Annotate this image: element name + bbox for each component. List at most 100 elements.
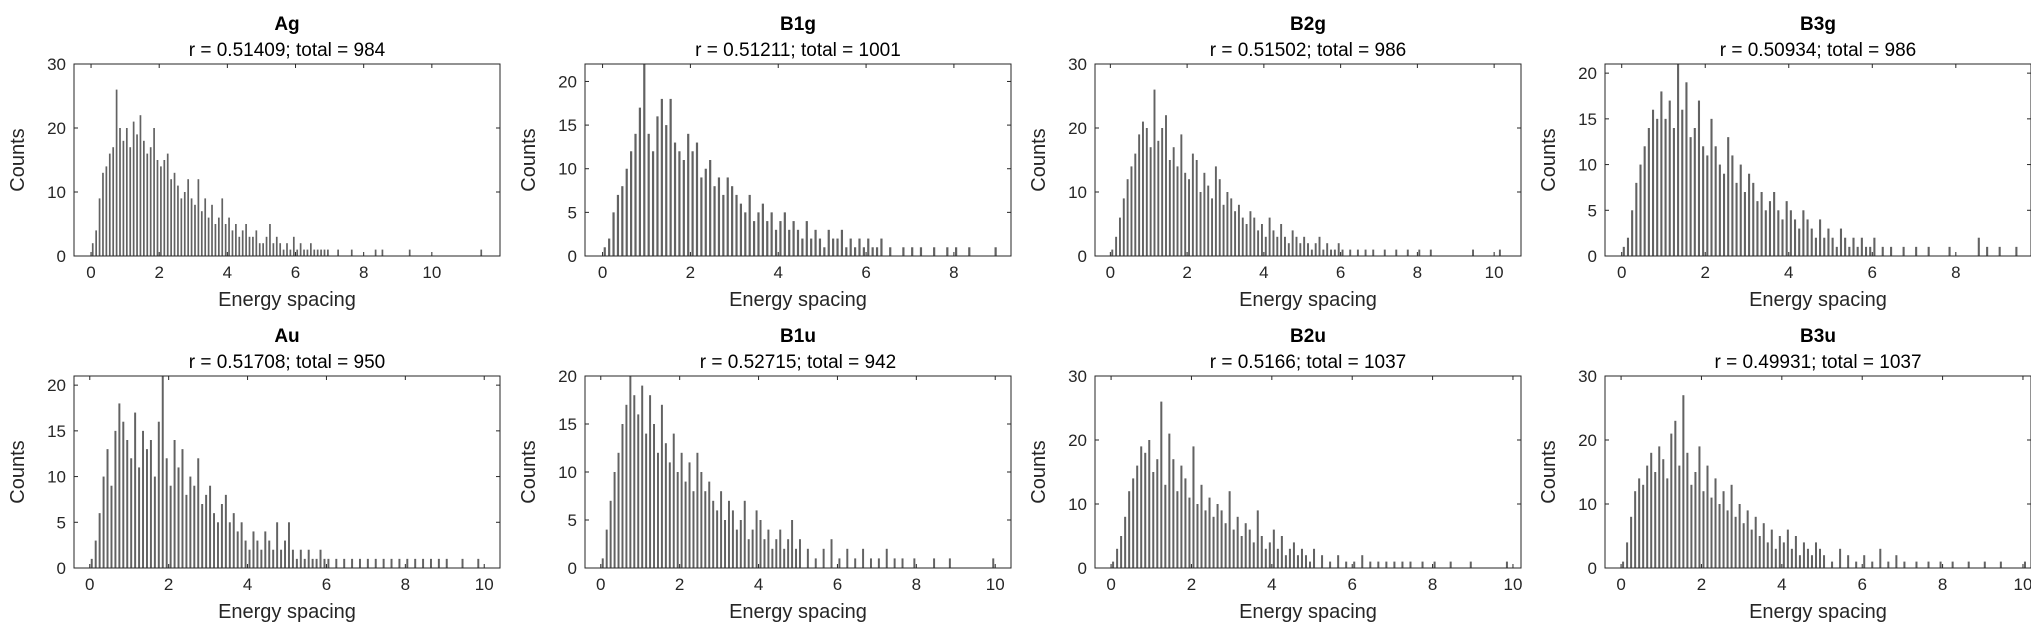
histogram-bar [1855,561,1858,568]
histogram-bar [992,558,995,568]
histogram-bar [1212,516,1215,568]
histogram-bar [207,217,210,256]
histogram-bar [1785,201,1788,256]
histogram-bars [1622,64,2018,257]
histogram-bar [1939,561,1942,568]
y-tick-label: 15 [1578,110,1597,129]
histogram-bar [1754,516,1757,568]
histogram-bar [827,229,830,256]
histogram-bar [849,238,852,256]
x-tick-label: 8 [949,263,958,282]
x-tick-label: 2 [1182,263,1191,282]
y-axis-label: Counts [1538,128,1560,191]
x-tick-label: 10 [1504,575,1523,594]
panel-subtitle: r = 0.50934; total = 986 [1720,40,1917,61]
histogram-bar [1260,224,1263,256]
y-tick-label: 10 [558,160,577,179]
histogram-bar [609,500,612,568]
histogram-bar [343,558,346,568]
histogram-bar [955,247,958,256]
y-tick-label: 30 [47,55,66,74]
histogram-bar [337,249,339,256]
histogram-bar [241,230,244,256]
histogram-bar [830,539,833,568]
x-tick-label: 2 [675,575,684,594]
y-tick-label: 20 [47,376,66,395]
histogram-bar [279,243,282,256]
histogram-bar [248,549,251,568]
histogram-bar [673,142,677,256]
x-tick-label: 4 [223,263,232,282]
histogram-bar [684,481,687,568]
histogram-panel: 0 2 4 6 8 0 5 10 15 20 B1g r = 0.51211; total = 100… [518,14,1012,311]
histogram-bars [1111,89,1501,256]
histogram-bar [231,230,234,256]
histogram-bar [1790,548,1793,568]
histogram-bars [601,376,995,568]
histogram-bar [1622,561,1625,568]
histogram-bar [1330,249,1332,256]
x-tick-label: 4 [243,575,252,594]
axes-box [1094,375,1522,569]
histogram-bar [805,221,808,256]
histogram-bar [651,151,655,256]
histogram-bar [613,472,616,568]
histogram-bar [244,540,247,568]
histogram-bar [1781,219,1784,256]
histogram-bar [818,238,822,256]
x-tick-label: 8 [1413,263,1422,282]
histogram-bar [1172,459,1175,568]
histogram-bar [727,500,730,568]
histogram-bar [660,404,663,568]
histogram-bar [258,243,261,256]
histogram-bar [445,558,448,568]
histogram-bar [704,491,707,568]
y-axis-label: Counts [1538,440,1560,503]
histogram-bar [1685,82,1688,256]
histogram-bar [1188,179,1190,256]
histogram-bar [1879,548,1882,568]
histogram-bar [621,186,624,256]
histogram-bar [260,549,263,568]
histogram-panel: 0 2 4 6 8 10 0 10 20 30 Ag r = 0.51409; total = 984… [7,14,501,311]
histogram-bar [1869,246,1872,256]
y-tick-label: 20 [47,119,66,138]
histogram-bar [276,522,279,568]
histogram-bar [763,539,766,568]
histogram-bar [1714,146,1717,256]
panel-subtitle: r = 0.49931; total = 1037 [1714,352,1921,373]
histogram-bar [1643,146,1646,256]
panel-title: B1u [780,326,816,347]
histogram-bar [709,160,712,256]
histogram-bar [913,558,916,568]
y-axis-label: Counts [7,128,29,191]
histogram-bar [156,160,159,256]
x-tick-label: 8 [1951,263,1960,282]
histogram-bar [216,522,219,568]
histogram-bar [238,236,241,256]
axes-box [584,375,1012,569]
histogram-bar [1864,246,1868,256]
histogram-bar [1848,246,1851,256]
histogram-bar [1118,217,1121,256]
histogram-bar [1142,121,1144,256]
histogram-bar [205,494,208,568]
histogram-bar [767,529,770,568]
histogram-bar [1472,249,1474,256]
histogram-bar [102,476,105,568]
histogram-bar [220,504,223,568]
histogram-bar [877,558,880,568]
histogram-bar [1218,179,1221,256]
histogram-bar [1249,211,1252,256]
y-tick-label: 0 [1588,247,1597,266]
histogram-bar [149,440,152,568]
histogram-bar [110,485,113,568]
histogram-bar [1718,504,1721,568]
histogram-bar [1160,401,1163,568]
y-axis-label: Counts [1028,128,1050,191]
histogram-bar [1192,446,1195,568]
histogram-bar [1748,173,1751,256]
histogram-bar [1718,164,1721,256]
histogram-bar [1738,504,1741,568]
histogram-bar [1280,224,1283,256]
